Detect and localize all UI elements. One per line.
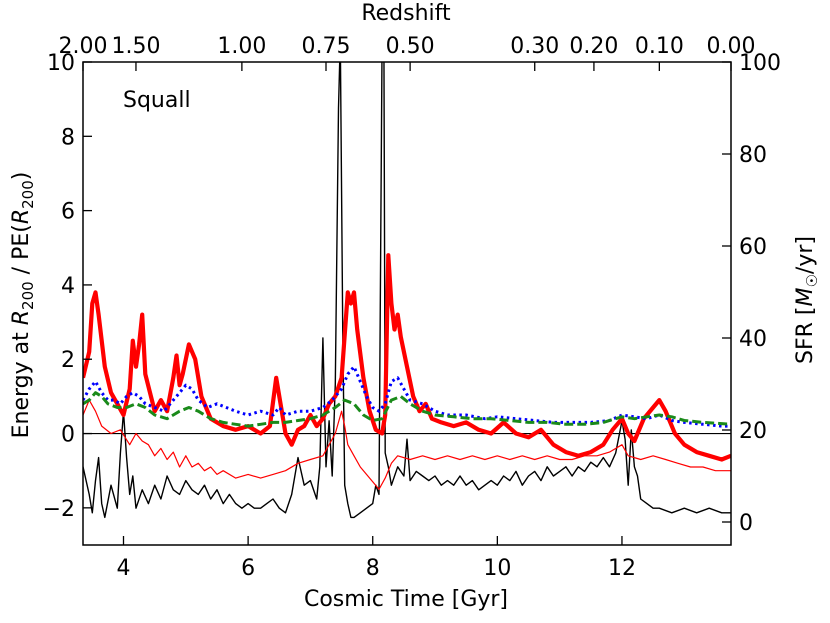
top-tick-label: 2.00 — [59, 34, 108, 59]
top-tick-label: 0.50 — [386, 34, 435, 59]
x-tick-label: 6 — [241, 556, 255, 581]
axes — [82, 61, 732, 546]
series-line-energy-thick-red — [83, 253, 731, 462]
squall-annotation: Squall — [123, 88, 191, 113]
y-tick-label-right: 20 — [739, 419, 767, 444]
y-tick-label-right: 80 — [739, 143, 767, 168]
y-tick-label-right: 100 — [739, 51, 781, 76]
plot-area — [83, 62, 731, 519]
series-line-energy-blue-dotted — [83, 365, 731, 428]
y-tick-label-left: 6 — [61, 200, 75, 225]
x-tick-label: 8 — [366, 556, 380, 581]
x-tick-label: 4 — [117, 556, 131, 581]
y-axis-label-left: Energy at R200 / PE(R200) — [9, 172, 37, 439]
y-tick-label-right: 0 — [739, 511, 753, 536]
y-axis-label-right: SFR [M☉/yr] — [793, 236, 821, 364]
top-axis-title: Redshift — [361, 1, 451, 26]
plot-frame — [82, 61, 732, 546]
y-tick-label-left: −2 — [43, 497, 75, 522]
series-line-energy-green-dashed — [83, 391, 731, 428]
top-tick-label: 1.00 — [217, 34, 266, 59]
y-tick-label-left: 4 — [61, 274, 75, 299]
top-tick-label: 0.10 — [635, 34, 684, 59]
y-tick-label-left: 8 — [61, 125, 75, 150]
y-tick-label-left: 2 — [61, 348, 75, 373]
y-tick-label-right: 40 — [739, 327, 767, 352]
y-tick-label-right: 60 — [739, 235, 767, 260]
top-tick-label: 0.20 — [569, 34, 618, 59]
y-tick-label-left: 0 — [61, 423, 75, 448]
x-tick-label: 10 — [483, 556, 511, 581]
x-tick-label: 12 — [608, 556, 636, 581]
tick-marks — [82, 61, 732, 545]
series-line-energy-thin-red — [83, 399, 731, 490]
top-tick-label: 0.75 — [302, 34, 351, 59]
series-line-sfr — [83, 62, 731, 519]
top-tick-label: 0.30 — [510, 34, 559, 59]
top-tick-label: 0.00 — [707, 34, 756, 59]
top-tick-label: 1.50 — [111, 34, 160, 59]
x-axis-label: Cosmic Time [Gyr] — [304, 587, 508, 612]
y-tick-label-left: 10 — [47, 51, 75, 76]
